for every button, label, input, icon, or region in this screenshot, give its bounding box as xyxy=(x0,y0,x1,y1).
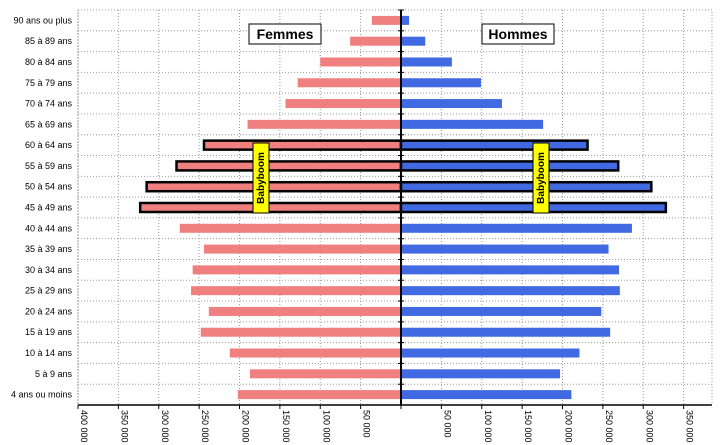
babyboom-label-femmes: Babyboom xyxy=(256,152,267,204)
x-tick-label: 400 000 xyxy=(79,410,89,443)
bar-femmes xyxy=(179,223,401,233)
bar-femmes xyxy=(192,265,401,275)
x-tick-label: 250 000 xyxy=(200,410,210,443)
legend-femmes: Femmes xyxy=(248,23,322,45)
bar-femmes xyxy=(237,390,401,400)
x-tick-label: 300 000 xyxy=(160,410,170,443)
age-group-label: 35 à 39 ans xyxy=(25,244,73,254)
bar-femmes xyxy=(175,160,403,172)
bar-hommes xyxy=(401,390,572,400)
bar-hommes xyxy=(399,139,589,151)
babyboom-annotation-femmes: Babyboom xyxy=(252,142,270,214)
x-tick-label: 50 000 xyxy=(362,410,372,438)
x-tick-label: 100 000 xyxy=(483,410,493,443)
bar-femmes xyxy=(202,139,403,151)
bars-layer xyxy=(138,15,668,400)
labels-layer: 4 ans ou moins 5 à 9 ans 10 à 14 ans 15 à 1… xyxy=(11,15,695,442)
bar-hommes xyxy=(401,348,580,358)
x-tick-label: 150 000 xyxy=(523,410,533,443)
x-tick-label: 350 000 xyxy=(685,410,695,443)
bar-femmes xyxy=(371,15,401,25)
age-group-label: 90 ans ou plus xyxy=(13,15,72,25)
bar-hommes xyxy=(401,99,502,109)
age-group-label: 30 à 34 ans xyxy=(25,265,73,275)
age-group-label: 40 à 44 ans xyxy=(25,223,73,233)
age-group-label: 55 à 59 ans xyxy=(25,161,73,171)
legend-hommes-label: Hommes xyxy=(488,26,547,42)
babyboom-annotation-hommes: Babyboom xyxy=(532,142,550,214)
x-tick-label: 300 000 xyxy=(644,410,654,443)
age-group-label: 50 à 54 ans xyxy=(25,182,73,192)
bar-femmes xyxy=(208,306,401,316)
bar-hommes xyxy=(399,180,653,193)
age-group-label: 85 à 89 ans xyxy=(25,36,73,46)
bar-femmes xyxy=(200,327,401,337)
age-group-label: 15 à 19 ans xyxy=(25,327,73,337)
x-tick-label: 250 000 xyxy=(604,410,614,443)
age-group-label: 25 à 29 ans xyxy=(25,286,73,296)
age-group-label: 70 à 74 ans xyxy=(25,99,73,109)
x-tick-label: 200 000 xyxy=(241,410,251,443)
bar-femmes xyxy=(249,369,401,379)
bar-femmes xyxy=(350,36,401,46)
bar-hommes xyxy=(401,223,632,233)
plot-frame xyxy=(77,9,713,406)
bar-femmes xyxy=(320,57,401,67)
axis-layer xyxy=(77,9,712,409)
age-group-label: 75 à 79 ans xyxy=(25,78,73,88)
bar-hommes xyxy=(399,160,620,172)
bar-hommes xyxy=(401,306,602,316)
age-group-label: 10 à 14 ans xyxy=(25,348,73,358)
bar-hommes xyxy=(401,265,620,275)
bar-femmes xyxy=(285,99,401,109)
x-tick-label: 350 000 xyxy=(119,410,129,443)
bar-hommes xyxy=(401,286,620,296)
age-group-label: 80 à 84 ans xyxy=(25,57,73,67)
bar-hommes xyxy=(401,369,561,379)
x-tick-label: 50 000 xyxy=(442,410,452,438)
age-group-label: 5 à 9 ans xyxy=(35,369,73,379)
bar-femmes xyxy=(203,244,401,254)
age-group-label: 45 à 49 ans xyxy=(25,203,73,213)
legend-femmes-label: Femmes xyxy=(257,26,314,42)
bar-hommes xyxy=(401,36,426,46)
age-group-label: 65 à 69 ans xyxy=(25,119,73,129)
legend-hommes: Hommes xyxy=(481,23,555,45)
x-tick-label: 150 000 xyxy=(281,410,291,443)
age-group-label: 4 ans ou moins xyxy=(11,390,73,400)
bar-hommes xyxy=(401,57,452,67)
babyboom-label-hommes: Babyboom xyxy=(536,152,547,204)
bar-femmes xyxy=(145,180,403,193)
age-group-label: 20 à 24 ans xyxy=(25,306,73,316)
bar-hommes xyxy=(401,244,609,254)
bar-femmes xyxy=(138,201,403,214)
bar-hommes xyxy=(401,327,611,337)
bar-hommes xyxy=(401,78,481,88)
x-tick-label: 200 000 xyxy=(564,410,574,443)
x-tick-label: 100 000 xyxy=(321,410,331,443)
bar-femmes xyxy=(191,286,401,296)
bar-femmes xyxy=(229,348,401,358)
bar-femmes xyxy=(247,119,401,129)
bar-hommes xyxy=(401,15,410,25)
age-group-label: 60 à 64 ans xyxy=(25,140,73,150)
bar-femmes xyxy=(297,78,401,88)
bar-hommes xyxy=(401,119,544,129)
grid-layer xyxy=(77,9,713,406)
